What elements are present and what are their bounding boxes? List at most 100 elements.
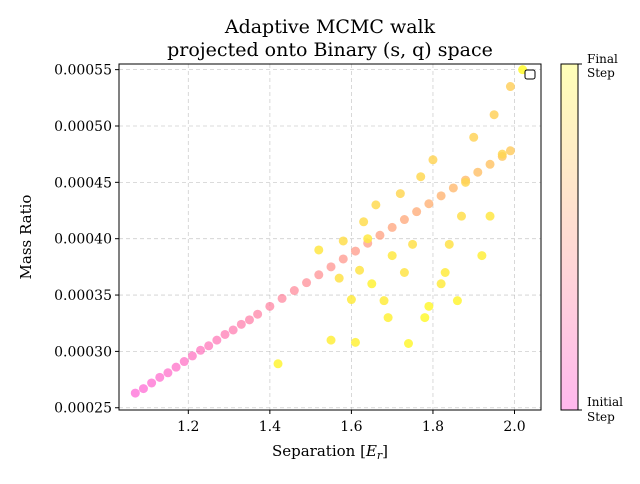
scatter-point bbox=[163, 368, 173, 378]
scatter-point bbox=[473, 167, 483, 177]
scatter-point bbox=[375, 230, 385, 240]
scatter-point bbox=[265, 301, 275, 311]
scatter-point bbox=[399, 215, 409, 225]
scatter-point bbox=[363, 234, 373, 244]
scatter-point bbox=[204, 341, 214, 351]
y-tick-label: 0.00025 bbox=[54, 401, 112, 417]
scatter-point bbox=[346, 295, 356, 305]
scatter-point bbox=[196, 345, 206, 355]
scatter-point bbox=[187, 351, 197, 361]
scatter-point bbox=[436, 279, 446, 289]
scatter-point bbox=[505, 146, 515, 156]
scatter-point bbox=[147, 378, 157, 388]
y-tick-label: 0.00050 bbox=[54, 119, 112, 135]
scatter-point bbox=[424, 199, 434, 209]
scatter-point bbox=[505, 82, 515, 92]
scatter-point bbox=[403, 339, 413, 349]
scatter-point bbox=[302, 278, 312, 288]
scatter-point bbox=[273, 359, 283, 369]
scatter-point bbox=[399, 268, 409, 278]
scatter-point bbox=[350, 246, 360, 256]
scatter-point bbox=[338, 236, 348, 246]
legend-box[interactable] bbox=[524, 69, 536, 80]
scatter-point bbox=[314, 270, 324, 280]
scatter-point bbox=[359, 217, 369, 227]
scatter-point bbox=[412, 207, 422, 217]
y-tick-label: 0.00045 bbox=[54, 175, 112, 191]
scatter-point bbox=[416, 172, 426, 182]
scatter-point bbox=[220, 329, 230, 339]
scatter-point bbox=[461, 177, 471, 187]
scatter-point bbox=[155, 372, 165, 382]
scatter-point bbox=[212, 335, 222, 345]
scatter-point bbox=[138, 384, 148, 394]
scatter-point bbox=[289, 286, 299, 296]
scatter-point bbox=[444, 239, 454, 249]
scatter-point bbox=[277, 293, 287, 303]
x-tick-label: 1.6 bbox=[340, 419, 362, 435]
scatter-point bbox=[355, 265, 365, 275]
scatter-point bbox=[424, 301, 434, 311]
scatter-point bbox=[489, 110, 499, 120]
colorbar-bottom-label-line-1: Initial bbox=[587, 395, 623, 409]
plot-frame bbox=[118, 63, 542, 411]
chart-title-line-2: projected onto Binary (s, q) space bbox=[167, 39, 493, 61]
y-axis-label: Mass Ratio bbox=[17, 195, 35, 280]
scatter-point bbox=[452, 296, 462, 306]
scatter-point bbox=[326, 262, 336, 272]
data-points bbox=[130, 65, 528, 398]
scatter-point bbox=[497, 149, 507, 159]
scatter-point bbox=[130, 388, 140, 398]
y-tick-label: 0.00040 bbox=[54, 232, 112, 248]
scatter-point bbox=[371, 200, 381, 210]
x-axis-label-close: ] bbox=[382, 442, 388, 460]
scatter-point bbox=[387, 251, 397, 261]
scatter-point bbox=[420, 313, 430, 323]
scatter-point bbox=[477, 251, 487, 261]
y-tick-label: 0.00035 bbox=[54, 288, 112, 304]
x-axis-label: Separation [Er] bbox=[272, 442, 388, 462]
x-axis-ticks: 1.2 1.4 1.6 1.8 2.0 bbox=[177, 410, 526, 435]
colorbar-bottom-label-line-2: Step bbox=[587, 410, 615, 424]
scatter-point bbox=[387, 222, 397, 232]
scatter-point bbox=[171, 362, 181, 372]
scatter-point bbox=[338, 254, 348, 264]
scatter-point bbox=[228, 325, 238, 335]
x-axis-label-subscript: r bbox=[377, 449, 383, 462]
grid-lines bbox=[119, 64, 541, 410]
scatter-point bbox=[334, 273, 344, 283]
x-axis-label-math: E bbox=[365, 442, 377, 460]
scatter-point bbox=[448, 183, 458, 193]
x-axis-label-text: Separation [ bbox=[272, 442, 366, 460]
scatter-point bbox=[326, 335, 336, 345]
scatter-point bbox=[408, 239, 418, 249]
scatter-point bbox=[244, 315, 254, 325]
x-tick-label: 1.4 bbox=[259, 419, 281, 435]
scatter-point bbox=[236, 319, 246, 329]
y-axis-ticks: 0.00025 0.00030 0.00035 0.00040 0.00045 0.000… bbox=[54, 63, 119, 417]
y-tick-label: 0.00030 bbox=[54, 344, 112, 360]
scatter-point bbox=[440, 268, 450, 278]
scatter-point bbox=[367, 279, 377, 289]
scatter-point bbox=[314, 245, 324, 255]
scatter-point bbox=[485, 211, 495, 221]
scatter-point bbox=[179, 357, 189, 367]
scatter-point bbox=[469, 132, 479, 142]
x-tick-label: 1.8 bbox=[422, 419, 444, 435]
scatter-point bbox=[350, 337, 360, 347]
scatter-point bbox=[395, 189, 405, 199]
colorbar-top-label-line-2: Step bbox=[587, 66, 615, 80]
x-tick-label: 2.0 bbox=[503, 419, 525, 435]
scatter-point bbox=[383, 313, 393, 323]
scatter-point bbox=[379, 296, 389, 306]
scatter-point bbox=[253, 309, 263, 319]
scatter-point bbox=[436, 191, 446, 201]
chart-title-line-1: Adaptive MCMC walk bbox=[224, 16, 436, 38]
colorbar bbox=[560, 63, 579, 411]
scatter-point bbox=[485, 159, 495, 169]
scatter-point bbox=[456, 211, 466, 221]
x-tick-label: 1.2 bbox=[177, 419, 199, 435]
colorbar-top-label-line-1: Final bbox=[587, 52, 618, 66]
